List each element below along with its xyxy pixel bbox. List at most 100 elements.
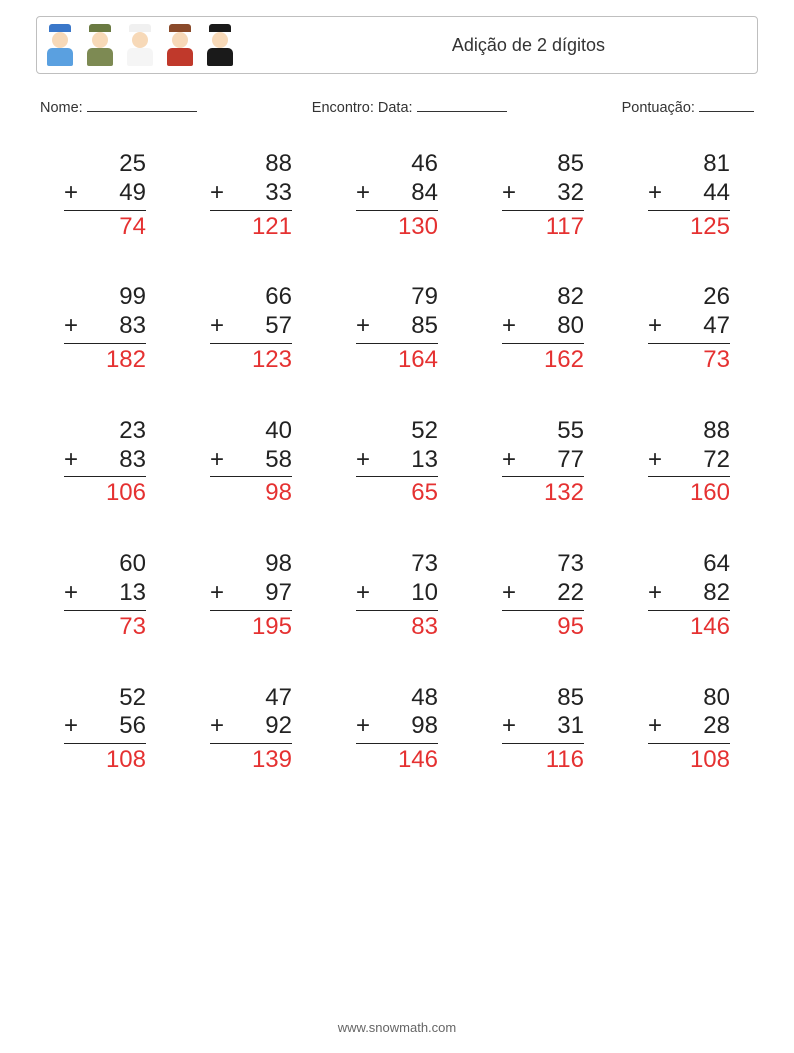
problem-cell: 81+44125 <box>648 150 730 241</box>
answer: 65 <box>356 477 438 508</box>
operand-b: 97 <box>265 579 292 606</box>
operand-b-row: +58 <box>210 446 292 478</box>
operand-a: 85 <box>502 150 584 179</box>
operand-b-row: +28 <box>648 712 730 744</box>
operator: + <box>64 179 78 208</box>
answer: 125 <box>648 211 730 242</box>
answer: 182 <box>64 344 146 375</box>
date-field: Encontro: Data: <box>312 98 507 116</box>
problem-cell: 52+56108 <box>64 684 146 775</box>
meta-row: Nome: Encontro: Data: Pontuação: <box>36 98 758 116</box>
avatar-soldier-icon <box>85 24 115 66</box>
answer: 108 <box>64 744 146 775</box>
operand-a: 26 <box>648 283 730 312</box>
operator: + <box>210 312 224 341</box>
operator: + <box>502 179 516 208</box>
operator: + <box>502 579 516 608</box>
answer: 146 <box>648 611 730 642</box>
operand-b: 85 <box>411 312 438 339</box>
operand-b: 10 <box>411 579 438 606</box>
problem-cell: 46+84130 <box>356 150 438 241</box>
operand-b: 22 <box>557 579 584 606</box>
answer: 121 <box>210 211 292 242</box>
operator: + <box>648 579 662 608</box>
operand-b: 32 <box>557 179 584 206</box>
operator: + <box>648 712 662 741</box>
avatar-man-icon <box>165 24 195 66</box>
operand-b-row: +83 <box>64 446 146 478</box>
operand-b: 13 <box>411 446 438 473</box>
problem-cell: 25+4974 <box>64 150 146 241</box>
operand-a: 80 <box>648 684 730 713</box>
operand-a: 46 <box>356 150 438 179</box>
operator: + <box>502 312 516 341</box>
operand-a: 60 <box>64 550 146 579</box>
operand-a: 73 <box>356 550 438 579</box>
answer: 132 <box>502 477 584 508</box>
name-label: Nome: <box>40 100 83 116</box>
operand-b-row: +47 <box>648 312 730 344</box>
operator: + <box>356 712 370 741</box>
operand-b-row: +44 <box>648 179 730 211</box>
score-blank[interactable] <box>699 98 754 112</box>
operand-b-row: +97 <box>210 579 292 611</box>
operator: + <box>64 712 78 741</box>
operand-b-row: +31 <box>502 712 584 744</box>
problem-cell: 85+32117 <box>502 150 584 241</box>
problem-cell: 98+97195 <box>210 550 292 641</box>
answer: 164 <box>356 344 438 375</box>
operand-a: 81 <box>648 150 730 179</box>
name-field: Nome: <box>40 98 197 116</box>
name-blank[interactable] <box>87 98 197 112</box>
score-label: Pontuação: <box>622 100 695 116</box>
problem-cell: 48+98146 <box>356 684 438 775</box>
operand-b-row: +80 <box>502 312 584 344</box>
operand-b-row: +33 <box>210 179 292 211</box>
operand-a: 82 <box>502 283 584 312</box>
operand-b-row: +57 <box>210 312 292 344</box>
operand-b-row: +77 <box>502 446 584 478</box>
operand-b: 49 <box>119 179 146 206</box>
problem-cell: 99+83182 <box>64 283 146 374</box>
operator: + <box>648 312 662 341</box>
operand-b: 13 <box>119 579 146 606</box>
problem-cell: 85+31116 <box>502 684 584 775</box>
operand-b-row: +10 <box>356 579 438 611</box>
problem-cell: 82+80162 <box>502 283 584 374</box>
date-label: Encontro: Data: <box>312 100 413 116</box>
answer: 108 <box>648 744 730 775</box>
operand-a: 23 <box>64 417 146 446</box>
problem-cell: 80+28108 <box>648 684 730 775</box>
footer-link[interactable]: www.snowmath.com <box>0 1020 794 1035</box>
worksheet-title: Adição de 2 dígitos <box>452 35 605 56</box>
operand-b: 83 <box>119 446 146 473</box>
date-blank[interactable] <box>417 98 507 112</box>
header-box: Adição de 2 dígitos <box>36 16 758 74</box>
answer: 83 <box>356 611 438 642</box>
operand-b: 82 <box>703 579 730 606</box>
operand-a: 40 <box>210 417 292 446</box>
operand-b: 84 <box>411 179 438 206</box>
operand-a: 64 <box>648 550 730 579</box>
operand-b-row: +13 <box>356 446 438 478</box>
answer: 74 <box>64 211 146 242</box>
operand-a: 88 <box>210 150 292 179</box>
problem-cell: 47+92139 <box>210 684 292 775</box>
avatar-priest-icon <box>205 24 235 66</box>
operand-b: 33 <box>265 179 292 206</box>
operand-b-row: +32 <box>502 179 584 211</box>
operator: + <box>210 579 224 608</box>
operand-a: 85 <box>502 684 584 713</box>
operand-b-row: +49 <box>64 179 146 211</box>
answer: 73 <box>648 344 730 375</box>
operator: + <box>356 579 370 608</box>
operand-a: 55 <box>502 417 584 446</box>
answer: 95 <box>502 611 584 642</box>
operand-b-row: +84 <box>356 179 438 211</box>
answer: 146 <box>356 744 438 775</box>
problem-cell: 88+33121 <box>210 150 292 241</box>
answer: 116 <box>502 744 584 775</box>
problem-cell: 88+72160 <box>648 417 730 508</box>
operand-b: 31 <box>557 712 584 739</box>
problem-cell: 55+77132 <box>502 417 584 508</box>
